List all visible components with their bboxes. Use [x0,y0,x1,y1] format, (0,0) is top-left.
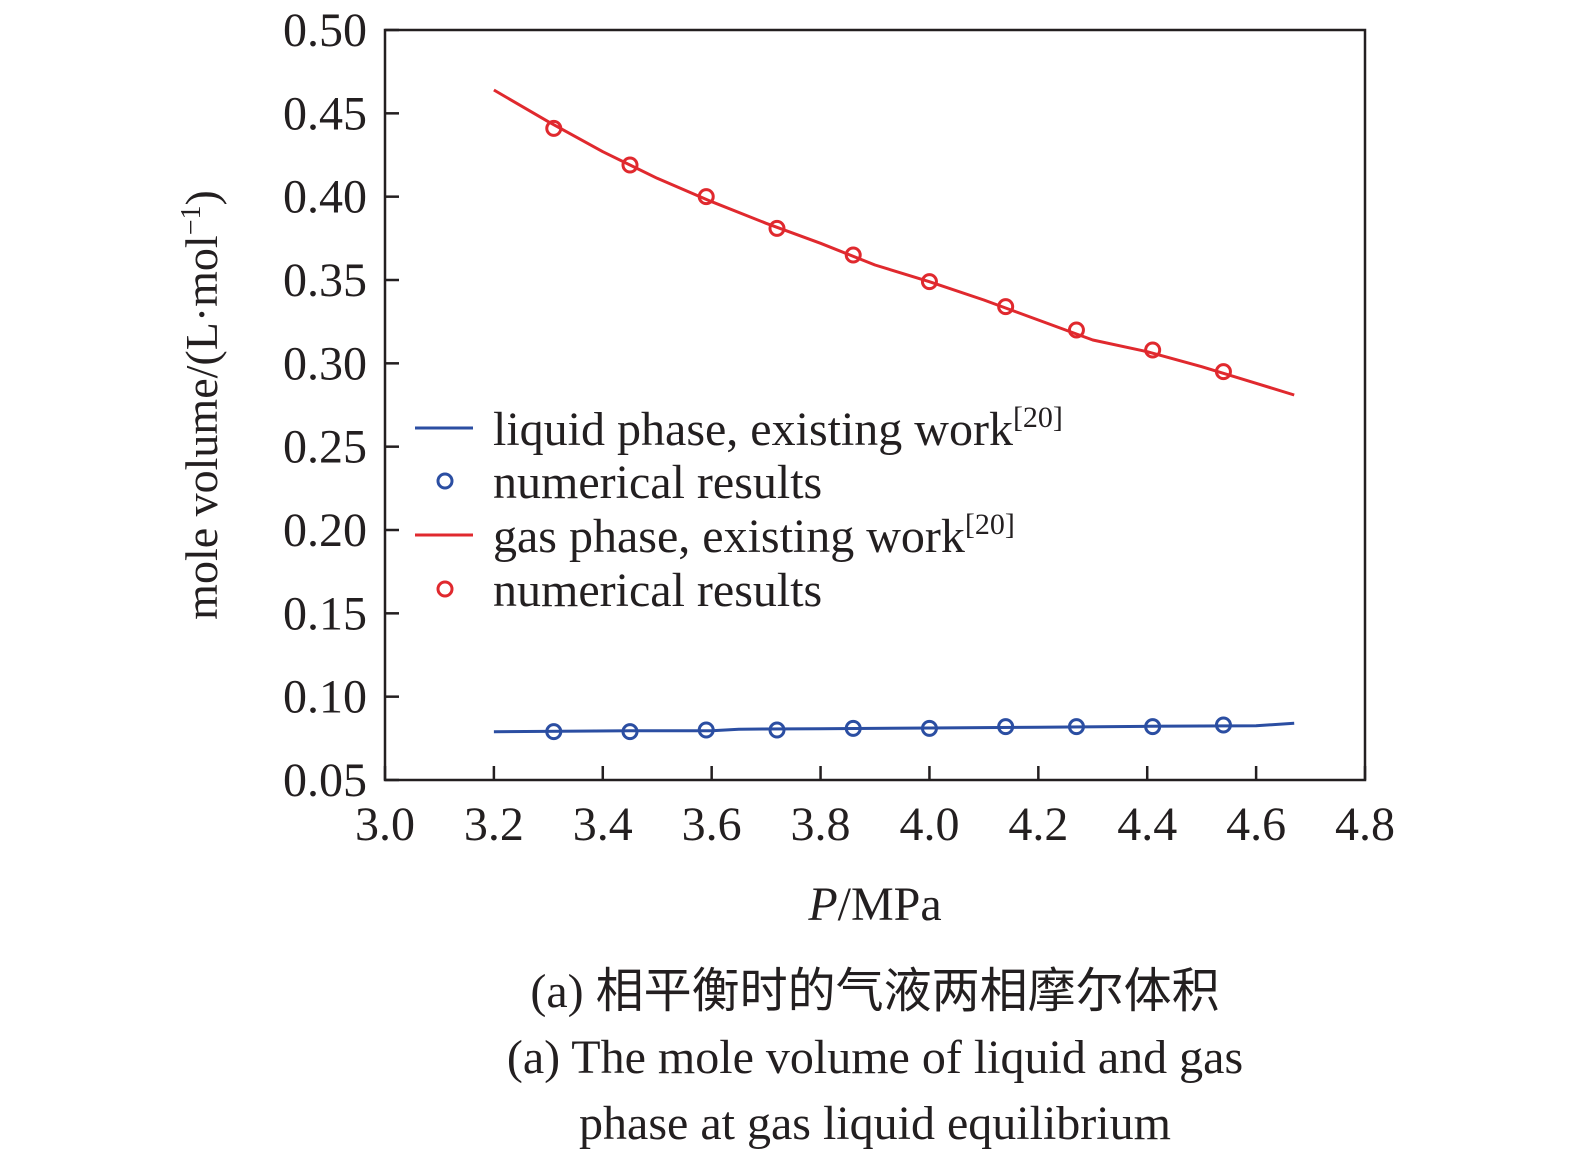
gas-phase-numerical-point [1144,341,1162,359]
gas-phase-numerical-point [844,246,862,264]
legend-label-text: numerical results [493,456,822,509]
y-tick-label: 0.20 [283,504,367,557]
legend-label-liquid-numerical: numerical results [493,456,822,509]
x-tick-label: 4.6 [1226,798,1286,851]
x-tick-label: 3.6 [682,798,742,851]
caption-english-line1: (a) The mole volume of liquid and gas [506,1031,1244,1084]
liquid-phase-numerical-point [768,721,786,739]
y-axis-label-close: ) [176,190,227,205]
x-tick-label: 4.8 [1335,798,1395,851]
caption-english-line2: phase at gas liquid equilibrium [579,1097,1171,1150]
chart: 3.0 3.2 3.4 3.6 3.8 4.0 4.2 4.4 4.6 4.8 0.05 0.10 0.… [176,4,1395,931]
legend-label-text: gas phase, existing work [493,510,965,563]
gas-phase-numerical-point [1214,363,1232,381]
axis-ticks: 3.0 3.2 3.4 3.6 3.8 4.0 4.2 4.4 4.6 4.8 0.05 0.10 0.… [283,4,1395,851]
liquid-phase-numerical-point [920,719,938,737]
y-tick-label: 0.05 [283,754,367,807]
x-tick-label: 3.4 [573,798,633,851]
plot-area-frame [383,28,1367,782]
gas-phase-numerical-point [545,119,563,137]
liquid-phase-numerical-point [1144,718,1162,736]
legend-label-text: numerical results [493,564,822,617]
y-tick-label: 0.45 [283,87,367,140]
liquid-phase-existing-work-line [493,721,1295,734]
gas-phase-numerical-point [768,219,786,237]
legend-label-liquid-existing-work: liquid phase, existing work[20] [493,401,1063,456]
x-tick-label: 3.0 [355,798,415,851]
y-tick-label: 0.25 [283,421,367,474]
gas-phase-numerical-point [997,298,1015,316]
gas-phase-existing-work-line [493,88,1295,397]
liquid-phase-numerical-point [545,723,563,741]
x-tick-label: 4.4 [1117,798,1177,851]
series-layer [493,88,1295,741]
x-tick-label: 3.8 [791,798,851,851]
y-tick-label: 0.10 [283,671,367,724]
x-tick-label: 4.0 [899,798,959,851]
x-axis-label: P/MPa [807,878,941,931]
legend-label-citation: [20] [965,508,1015,541]
legend-label-citation: [20] [1013,401,1063,434]
gas-phase-numerical-point [621,156,639,174]
y-axis-label: mole volume/(L·mol−1) [176,190,227,620]
y-tick-label: 0.35 [283,254,367,307]
legend: liquid phase, existing work[20]numerical… [415,401,1063,617]
gas-phase-numerical-point [920,273,938,291]
liquid-phase-numerical-point [1214,716,1232,734]
liquid-phase-numerical-point [1067,718,1085,736]
x-axis-label-unit: /MPa [838,878,942,931]
y-tick-label: 0.50 [283,4,367,57]
y-tick-label: 0.30 [283,337,367,390]
legend-swatch-gas-marker [436,580,454,598]
y-axis-label-text: mole volume/(L·mol [176,235,227,620]
legend-swatch-liquid-marker [436,472,454,490]
gas-phase-numerical-point [1067,321,1085,339]
y-tick-label: 0.40 [283,171,367,224]
liquid-phase-numerical-point [697,721,715,739]
x-axis-label-variable: P [807,878,837,931]
gas-phase-numerical-point [697,188,715,206]
legend-label-gas-numerical: numerical results [493,564,822,617]
liquid-phase-numerical-point [621,723,639,741]
liquid-phase-numerical-point [997,718,1015,736]
legend-label-gas-existing-work: gas phase, existing work[20] [493,508,1015,563]
caption-chinese: (a) 相平衡时的气液两相摩尔体积 [530,965,1220,1018]
y-tick-label: 0.15 [283,587,367,640]
legend-label-text: liquid phase, existing work [493,403,1013,456]
y-axis-label-superscript: −1 [176,206,207,236]
x-tick-label: 4.2 [1008,798,1068,851]
x-tick-label: 3.2 [464,798,524,851]
liquid-phase-numerical-point [844,719,862,737]
